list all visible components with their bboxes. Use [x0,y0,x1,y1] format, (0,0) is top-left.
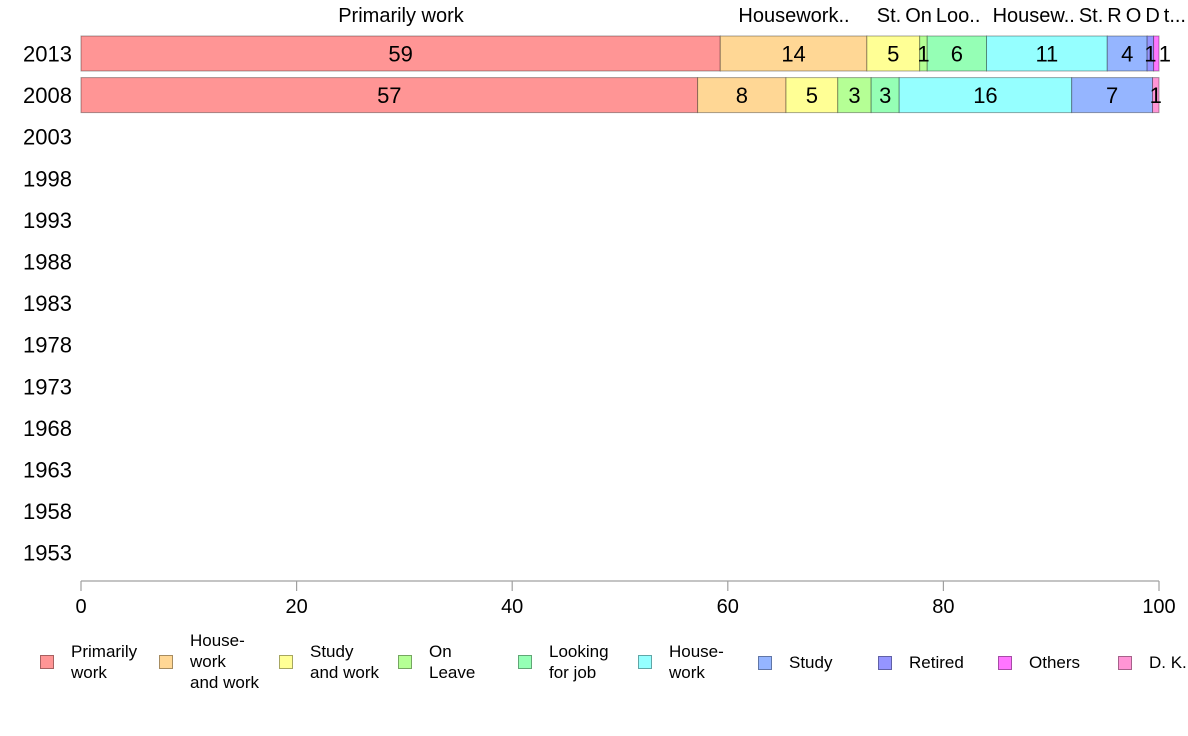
legend-swatch [518,655,532,669]
legend-swatch [878,655,892,670]
y-tick-label: 1973 [23,374,72,399]
bar-segment [986,35,1108,72]
legend-label: Study and work [310,642,379,682]
y-tick-label: 1988 [23,250,72,275]
y-tick-label: 1953 [23,541,72,566]
legend-label: Looking for job [549,642,609,682]
data-label: 8 [736,83,748,108]
bar-segment [870,77,900,114]
legend-swatch [758,655,772,670]
legend-item: Primarily work [40,641,137,683]
legend-item: Looking for job [518,641,609,683]
series-top-label: On [905,5,932,27]
legend-label: Retired [909,653,964,672]
bar-segment [866,35,921,72]
legend: Primarily work House- work and work Study … [0,630,1188,700]
legend-label: On Leave [429,642,476,682]
legend-swatch [998,655,1012,670]
bar-segment [1152,77,1160,114]
series-top-label: Loo.. [936,5,980,27]
data-label: 16 [973,83,997,108]
legend-item: Study and work [279,641,379,683]
bars-group: 59 14 5 1 6 11 4 1 157 8 5 3 3 16 7 1 [80,35,1171,114]
y-tick-label: 2013 [23,42,72,67]
series-top-label: R [1107,5,1121,27]
data-label: 57 [377,83,401,108]
legend-item: D. K. [1118,652,1187,673]
legend-swatch [40,655,54,669]
data-label: 3 [879,83,891,108]
y-tick-label: 1993 [23,208,72,233]
legend-item: Others [998,652,1080,673]
legend-swatch [638,655,652,669]
series-top-label: St. [1079,5,1103,27]
data-label: 1 [917,42,929,67]
y-tick-label: 1958 [23,499,72,524]
data-label: 4 [1121,42,1133,67]
bar-segment [80,35,721,72]
legend-item: House- work and work [159,630,259,693]
series-top-label: O [1126,5,1142,27]
stacked-bar-chart: 59 14 5 1 6 11 4 1 157 8 5 3 3 16 7 1 20132008200319981… [23,5,1186,618]
legend-label: House- work and work [190,631,259,692]
y-tick-label: 1998 [23,166,72,191]
series-top-label: Primarily work [338,5,465,27]
x-tick-label: 60 [717,596,739,618]
y-tick-label: 1963 [23,458,72,483]
x-tick-label: 80 [932,596,954,618]
legend-swatch [159,654,173,669]
y-tick-label: 2008 [23,83,72,108]
data-label: 3 [848,83,860,108]
x-tick-label: 40 [501,596,523,618]
bar-segment [1106,35,1148,72]
series-top-label: t... [1164,5,1186,27]
bar-segment [837,77,872,114]
legend-swatch [279,655,293,669]
bar-segment [785,77,839,114]
data-label: 7 [1106,83,1118,108]
bar-segment [1153,35,1160,72]
legend-label: D. K. [1149,653,1187,672]
data-label: 1 [1159,42,1171,67]
y-tick-label: 1978 [23,333,72,358]
legend-item: Study [758,652,832,673]
legend-item: On Leave [398,641,475,683]
x-tick-label: 100 [1142,596,1175,618]
bar-segment [719,35,868,72]
legend-label: Primarily work [71,642,138,682]
bar-segment [926,35,988,72]
x-tick-label: 20 [285,596,307,618]
data-label: 1 [1150,83,1162,108]
y-tick-label: 2003 [23,125,72,150]
legend-label: Study [789,653,833,672]
data-label: 5 [806,83,818,108]
data-label: 14 [781,42,805,67]
x-axis: 0 20 40 60 80 100 [75,580,1176,618]
legend-item: Retired [878,652,964,673]
bar-segment [1071,77,1154,114]
data-label: 59 [388,42,412,67]
series-top-label: Housework.. [738,5,849,27]
bar-segment [80,77,699,114]
legend-item: House- work [638,641,724,683]
data-label: 5 [887,42,899,67]
y-axis-labels: 2013 2008 2003 1998 1993 1988 1983 1978 1973 1968… [23,42,72,566]
x-tick-label: 0 [75,596,86,618]
series-top-label: St. [877,5,901,27]
legend-swatch [398,655,412,669]
series-top-label: D [1145,5,1159,27]
data-label: 1 [1144,42,1156,67]
data-label: 6 [951,42,963,67]
y-tick-label: 1968 [23,416,72,441]
y-tick-label: 1983 [23,291,72,316]
legend-swatch [1118,655,1132,670]
data-label: 11 [1035,42,1058,67]
series-top-label: Housew.. [993,5,1075,27]
top-series-labels: Primarily work Housework.. St. On Loo.. House… [338,5,1186,27]
legend-label: House- work [669,642,724,682]
legend-label: Others [1029,653,1081,672]
